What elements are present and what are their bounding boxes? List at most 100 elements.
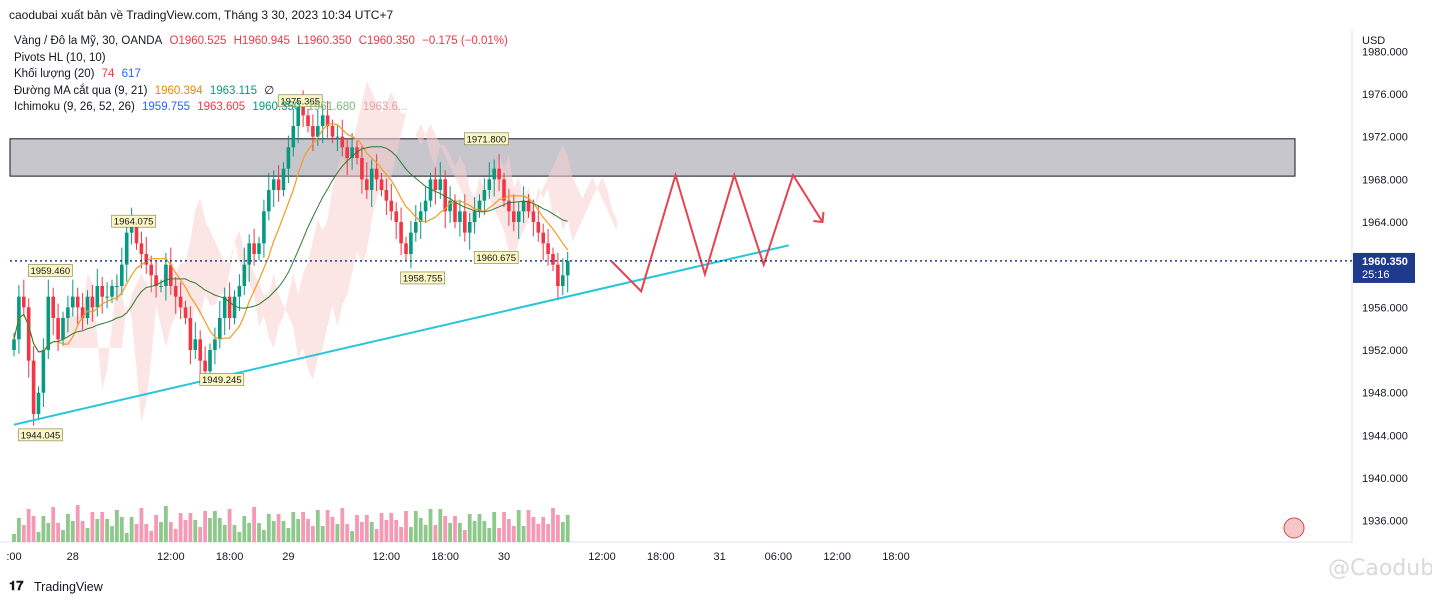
candle[interactable] [120, 264, 124, 286]
candle[interactable] [218, 318, 222, 340]
candle[interactable] [414, 222, 418, 233]
candle[interactable] [492, 168, 496, 180]
candle[interactable] [311, 126, 315, 137]
candle[interactable] [404, 243, 408, 254]
candle[interactable] [418, 211, 423, 222]
resistance-zone[interactable] [9, 138, 1296, 177]
candle[interactable] [26, 307, 31, 361]
candle[interactable] [291, 126, 296, 148]
candle[interactable] [438, 179, 443, 190]
candle[interactable] [369, 168, 374, 190]
candle[interactable] [208, 350, 212, 372]
candle[interactable] [252, 243, 256, 254]
candle[interactable] [345, 147, 349, 158]
candle[interactable] [467, 222, 472, 233]
candle[interactable] [316, 126, 320, 137]
candle[interactable] [105, 296, 109, 298]
candle[interactable] [281, 168, 286, 190]
candle[interactable] [482, 190, 487, 201]
candle[interactable] [257, 243, 261, 254]
candle[interactable] [448, 200, 452, 212]
candle[interactable] [271, 179, 276, 190]
candle[interactable] [51, 296, 55, 318]
candle[interactable] [71, 296, 75, 308]
candle[interactable] [213, 339, 217, 350]
us-flag-icon[interactable] [1283, 517, 1305, 539]
candle[interactable] [149, 264, 153, 276]
candle[interactable] [409, 232, 413, 254]
candle[interactable] [536, 222, 541, 233]
candle[interactable] [232, 296, 237, 318]
candle[interactable] [124, 232, 129, 265]
candle[interactable] [512, 211, 516, 222]
candle[interactable] [61, 318, 65, 340]
candle[interactable] [394, 211, 398, 222]
candle[interactable] [428, 179, 433, 201]
candle[interactable] [350, 147, 354, 158]
candle[interactable] [487, 179, 492, 190]
candle[interactable] [502, 179, 506, 201]
candle[interactable] [335, 136, 340, 138]
candle[interactable] [296, 104, 300, 126]
candle[interactable] [31, 360, 36, 414]
candle[interactable] [551, 254, 555, 265]
candle[interactable] [267, 190, 271, 212]
tradingview-logo-icon[interactable]: 𝟏𝟕 [9, 578, 24, 593]
candle[interactable] [100, 286, 104, 297]
candle[interactable] [507, 200, 511, 212]
candle[interactable] [379, 179, 384, 190]
candle[interactable] [355, 147, 359, 158]
candle[interactable] [374, 168, 379, 180]
legend-symbol-row[interactable]: Vàng / Đô la Mỹ, 30, OANDA O1960.525 H19… [14, 33, 512, 50]
candle[interactable] [472, 211, 477, 222]
candle[interactable] [320, 115, 325, 126]
candle[interactable] [541, 232, 545, 244]
candle[interactable] [458, 211, 462, 222]
candle[interactable] [110, 286, 114, 297]
candle[interactable] [531, 211, 536, 222]
candle[interactable] [164, 264, 168, 286]
candle[interactable] [66, 307, 70, 318]
candle[interactable] [203, 360, 207, 372]
candle[interactable] [330, 126, 335, 137]
candle[interactable] [173, 286, 178, 297]
candle[interactable] [46, 296, 51, 350]
candle[interactable] [340, 136, 345, 148]
candle[interactable] [521, 200, 526, 212]
candle[interactable] [188, 318, 193, 350]
candle[interactable] [80, 307, 85, 318]
candle[interactable] [301, 104, 305, 116]
candle[interactable] [115, 286, 119, 287]
candle[interactable] [443, 179, 447, 212]
candle[interactable] [433, 179, 438, 190]
candle[interactable] [237, 286, 242, 297]
candle[interactable] [227, 296, 232, 318]
candle[interactable] [399, 222, 403, 244]
projection-path[interactable] [611, 171, 824, 294]
candle[interactable] [286, 147, 291, 169]
legend-volume-row[interactable]: Khối lượng (20) 74 617 [14, 66, 512, 83]
candle[interactable] [561, 275, 565, 286]
candle[interactable] [325, 115, 330, 126]
price-chart[interactable]: 1975.365 1971.800 1964.075 1959.460 1958.755… [0, 0, 1432, 574]
candle[interactable] [526, 200, 531, 212]
candle[interactable] [12, 339, 16, 350]
candle[interactable] [384, 190, 389, 201]
candle[interactable] [41, 350, 46, 393]
candle[interactable] [56, 318, 60, 340]
candle[interactable] [516, 211, 521, 222]
candle[interactable] [159, 286, 163, 287]
candle[interactable] [546, 243, 550, 254]
candle[interactable] [154, 275, 158, 286]
candle[interactable] [242, 264, 247, 286]
support-trendline[interactable] [13, 244, 790, 426]
candle[interactable] [276, 179, 281, 190]
candle[interactable] [22, 296, 26, 308]
tradingview-brand[interactable]: TradingView [34, 580, 103, 594]
candle[interactable] [183, 307, 188, 318]
candle[interactable] [365, 179, 369, 190]
candle[interactable] [497, 168, 501, 180]
legend-ichimoku-row[interactable]: Ichimoku (9, 26, 52, 26) 1959.755 1963.6… [14, 99, 512, 116]
candle[interactable] [90, 296, 95, 308]
candle[interactable] [423, 200, 428, 212]
